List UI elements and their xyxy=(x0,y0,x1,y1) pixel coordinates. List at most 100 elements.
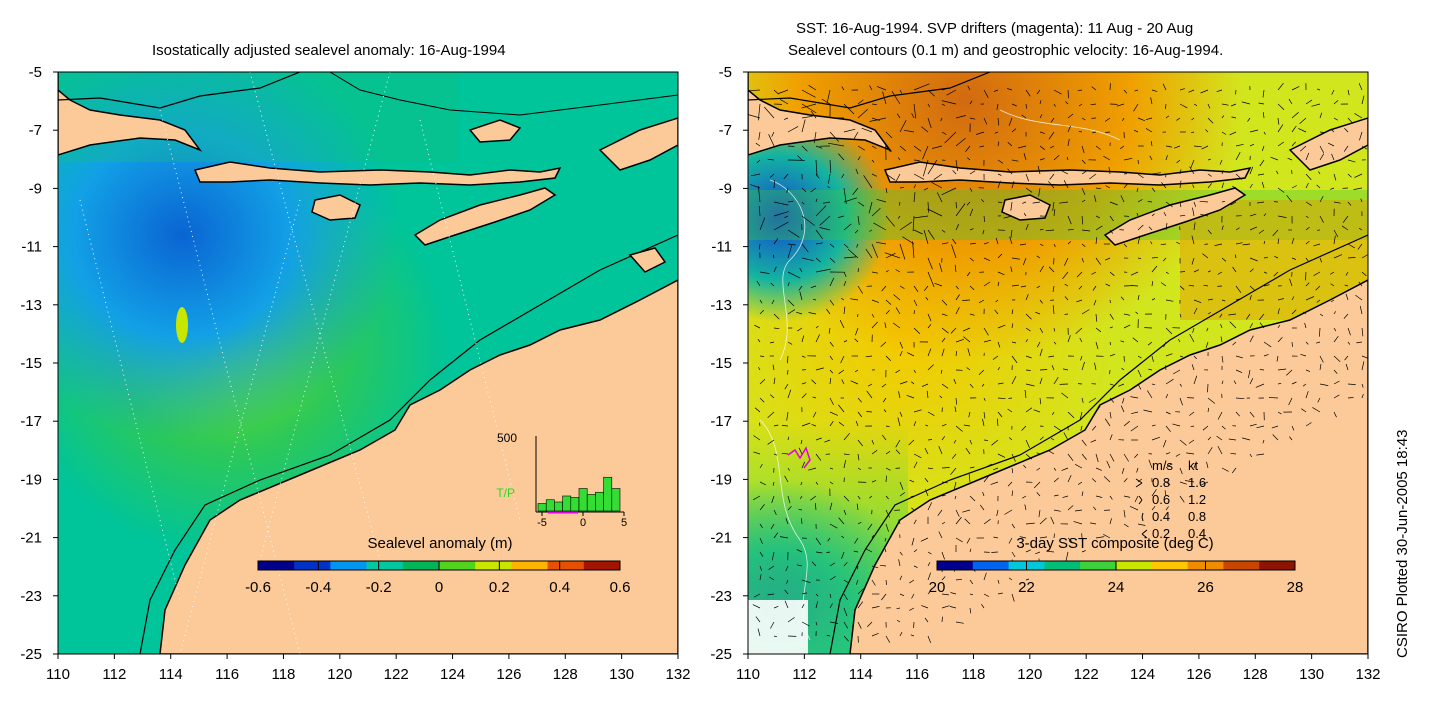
sealevel-colorbar-swatch xyxy=(547,561,585,570)
left-map-y-tick-label: -9 xyxy=(29,180,42,197)
tp-histogram-inset: 500 T/P -5 0 5 xyxy=(496,431,627,529)
sst-colorbar-tick-label: 24 xyxy=(1108,579,1125,596)
histogram-bar xyxy=(554,501,563,512)
sst-colorbar-swatch xyxy=(1259,561,1296,570)
sst-colorbar-swatch xyxy=(1080,561,1117,570)
histogram-bar xyxy=(611,488,621,512)
right-map-y-tick-label: -7 xyxy=(719,122,732,139)
sst-colorbar-swatch xyxy=(937,561,974,570)
histogram-x-tick-label: 0 xyxy=(580,517,586,529)
right-map-x-tick-label: 126 xyxy=(1186,666,1211,683)
sst-colorbar-tick-label: 28 xyxy=(1287,579,1304,596)
right-map-x-tick-label: 132 xyxy=(1355,666,1380,683)
sealevel-colorbar-tick-label: 0 xyxy=(435,579,443,596)
sst-colorbar-swatch xyxy=(1223,561,1260,570)
left-map-x-tick-label: 110 xyxy=(46,666,70,683)
velocity-legend-ms: 0.4 xyxy=(1152,509,1170,524)
sst-colorbar-swatch xyxy=(972,561,1010,570)
histogram-bar xyxy=(545,499,555,512)
left-map-y-tick-label: -21 xyxy=(20,530,42,547)
histogram-bar xyxy=(595,491,604,512)
right-map-axes: 110 112 114 116 118 120 122 124 126 128 130 132 -5 -7… xyxy=(710,64,1380,683)
left-map-x-tick-label: 112 xyxy=(102,666,126,683)
sealevel-colorbar-swatch xyxy=(583,561,621,570)
sealevel-colorbar-swatch xyxy=(511,561,549,570)
histogram-bar xyxy=(537,503,547,512)
right-map-y-tick-label: -25 xyxy=(710,646,732,663)
right-map-y-tick-label: -13 xyxy=(710,297,732,314)
sealevel-colorbar: Sealevel anomaly (m) -0.6 -0.4 -0.2 0 0.2 0.4… xyxy=(245,535,630,596)
sealevel-colorbar-tick-label: 0.2 xyxy=(489,579,510,596)
sst-colorbar-tick-label: 26 xyxy=(1197,579,1214,596)
left-map-y-tick-label: -11 xyxy=(21,239,42,256)
sealevel-colorbar-tick-label: -0.6 xyxy=(245,579,271,596)
left-map-x-tick-label: 120 xyxy=(327,666,352,683)
right-map-y-tick-label: -5 xyxy=(719,64,732,81)
right-map-y-tick-label: -15 xyxy=(710,355,732,372)
velocity-legend-kt: 0.8 xyxy=(1188,509,1206,524)
velocity-legend-ms: 0.2 xyxy=(1152,526,1170,541)
geostrophic-velocity-arrows xyxy=(748,82,1368,644)
right-map-x-tick-label: 130 xyxy=(1299,666,1324,683)
right-map-y-tick-label: -11 xyxy=(711,239,732,256)
left-map-x-tick-label: 114 xyxy=(159,666,183,683)
sealevel-colorbar-swatch xyxy=(475,561,512,570)
left-map-y-tick-label: -15 xyxy=(20,355,42,372)
velocity-legend: m/s kt 0.8 1.6 0.6 1.2 0.4 0.8 0.2 0.4 xyxy=(1135,458,1206,541)
velocity-legend-kt: 0.4 xyxy=(1188,526,1206,541)
histogram-bar xyxy=(570,497,580,512)
right-map-y-tick-label: -17 xyxy=(710,413,732,430)
right-map-x-tick-label: 120 xyxy=(1017,666,1042,683)
sst-colorbar: 3-day SST composite (deg C) 20 22 24 26 28 xyxy=(929,535,1304,596)
velocity-legend-ms: 0.8 xyxy=(1152,475,1170,490)
left-map-y-tick-label: -17 xyxy=(20,413,42,430)
left-map-axes: 110 112 114 116 118 120 122 124 126 128 130 132 -5 -7… xyxy=(20,64,690,683)
left-map-y-tick-label: -25 xyxy=(20,646,42,663)
right-map-panel xyxy=(747,71,1369,655)
right-map-x-tick-label: 124 xyxy=(1130,666,1155,683)
left-map-x-tick-label: 116 xyxy=(215,666,239,683)
histogram-x-tick-label: -5 xyxy=(537,517,547,529)
left-map-x-tick-label: 122 xyxy=(384,666,409,683)
sst-colorbar-swatch xyxy=(1116,561,1153,570)
right-map-x-tick-label: 110 xyxy=(736,666,760,683)
right-map-title-line2: Sealevel contours (0.1 m) and geostrophi… xyxy=(788,42,1224,59)
left-map-y-tick-label: -23 xyxy=(20,588,42,605)
sealevel-colorbar-tick-label: 0.4 xyxy=(549,579,570,596)
histogram-bar xyxy=(578,488,588,512)
right-map-x-tick-label: 114 xyxy=(849,666,873,683)
sealevel-colorbar-swatch xyxy=(402,561,440,570)
histogram-series-label: T/P xyxy=(496,486,515,500)
left-map-title: Isostatically adjusted sealevel anomaly:… xyxy=(152,42,506,59)
right-map-y-tick-label: -23 xyxy=(710,588,732,605)
left-map-y-tick-label: -5 xyxy=(29,64,42,81)
histogram-x-tick-label: 5 xyxy=(621,517,627,529)
velocity-legend-kt: 1.6 xyxy=(1188,475,1206,490)
histogram-bar xyxy=(562,495,572,512)
left-map-x-tick-label: 130 xyxy=(609,666,634,683)
sst-colorbar-swatch xyxy=(1044,561,1081,570)
velocity-legend-header-kt: kt xyxy=(1188,458,1199,473)
sealevel-colorbar-swatch xyxy=(330,561,368,570)
histogram-ymax-label: 500 xyxy=(497,431,517,445)
right-map-y-tick-label: -21 xyxy=(710,530,732,547)
right-map-x-tick-label: 128 xyxy=(1243,666,1268,683)
left-map-x-tick-label: 126 xyxy=(496,666,521,683)
left-map-y-tick-label: -19 xyxy=(20,471,42,488)
right-map-y-tick-label: -19 xyxy=(710,471,732,488)
left-map-x-tick-label: 132 xyxy=(665,666,690,683)
left-map-x-tick-label: 124 xyxy=(440,666,465,683)
right-map-x-tick-label: 122 xyxy=(1074,666,1099,683)
velocity-legend-header-ms: m/s xyxy=(1152,458,1173,473)
velocity-legend-kt: 1.2 xyxy=(1188,492,1206,507)
sealevel-colorbar-tick-label: 0.6 xyxy=(610,579,631,596)
histogram-bar xyxy=(603,476,613,512)
sst-colorbar-swatch xyxy=(1151,561,1189,570)
sealevel-colorbar-swatch xyxy=(439,561,476,570)
velocity-legend-ms: 0.6 xyxy=(1152,492,1170,507)
sst-colorbar-tick-label: 20 xyxy=(929,579,946,596)
sealevel-colorbar-swatch xyxy=(258,561,295,570)
left-map-x-tick-label: 118 xyxy=(271,666,295,683)
sealevel-colorbar-swatch xyxy=(294,561,331,570)
